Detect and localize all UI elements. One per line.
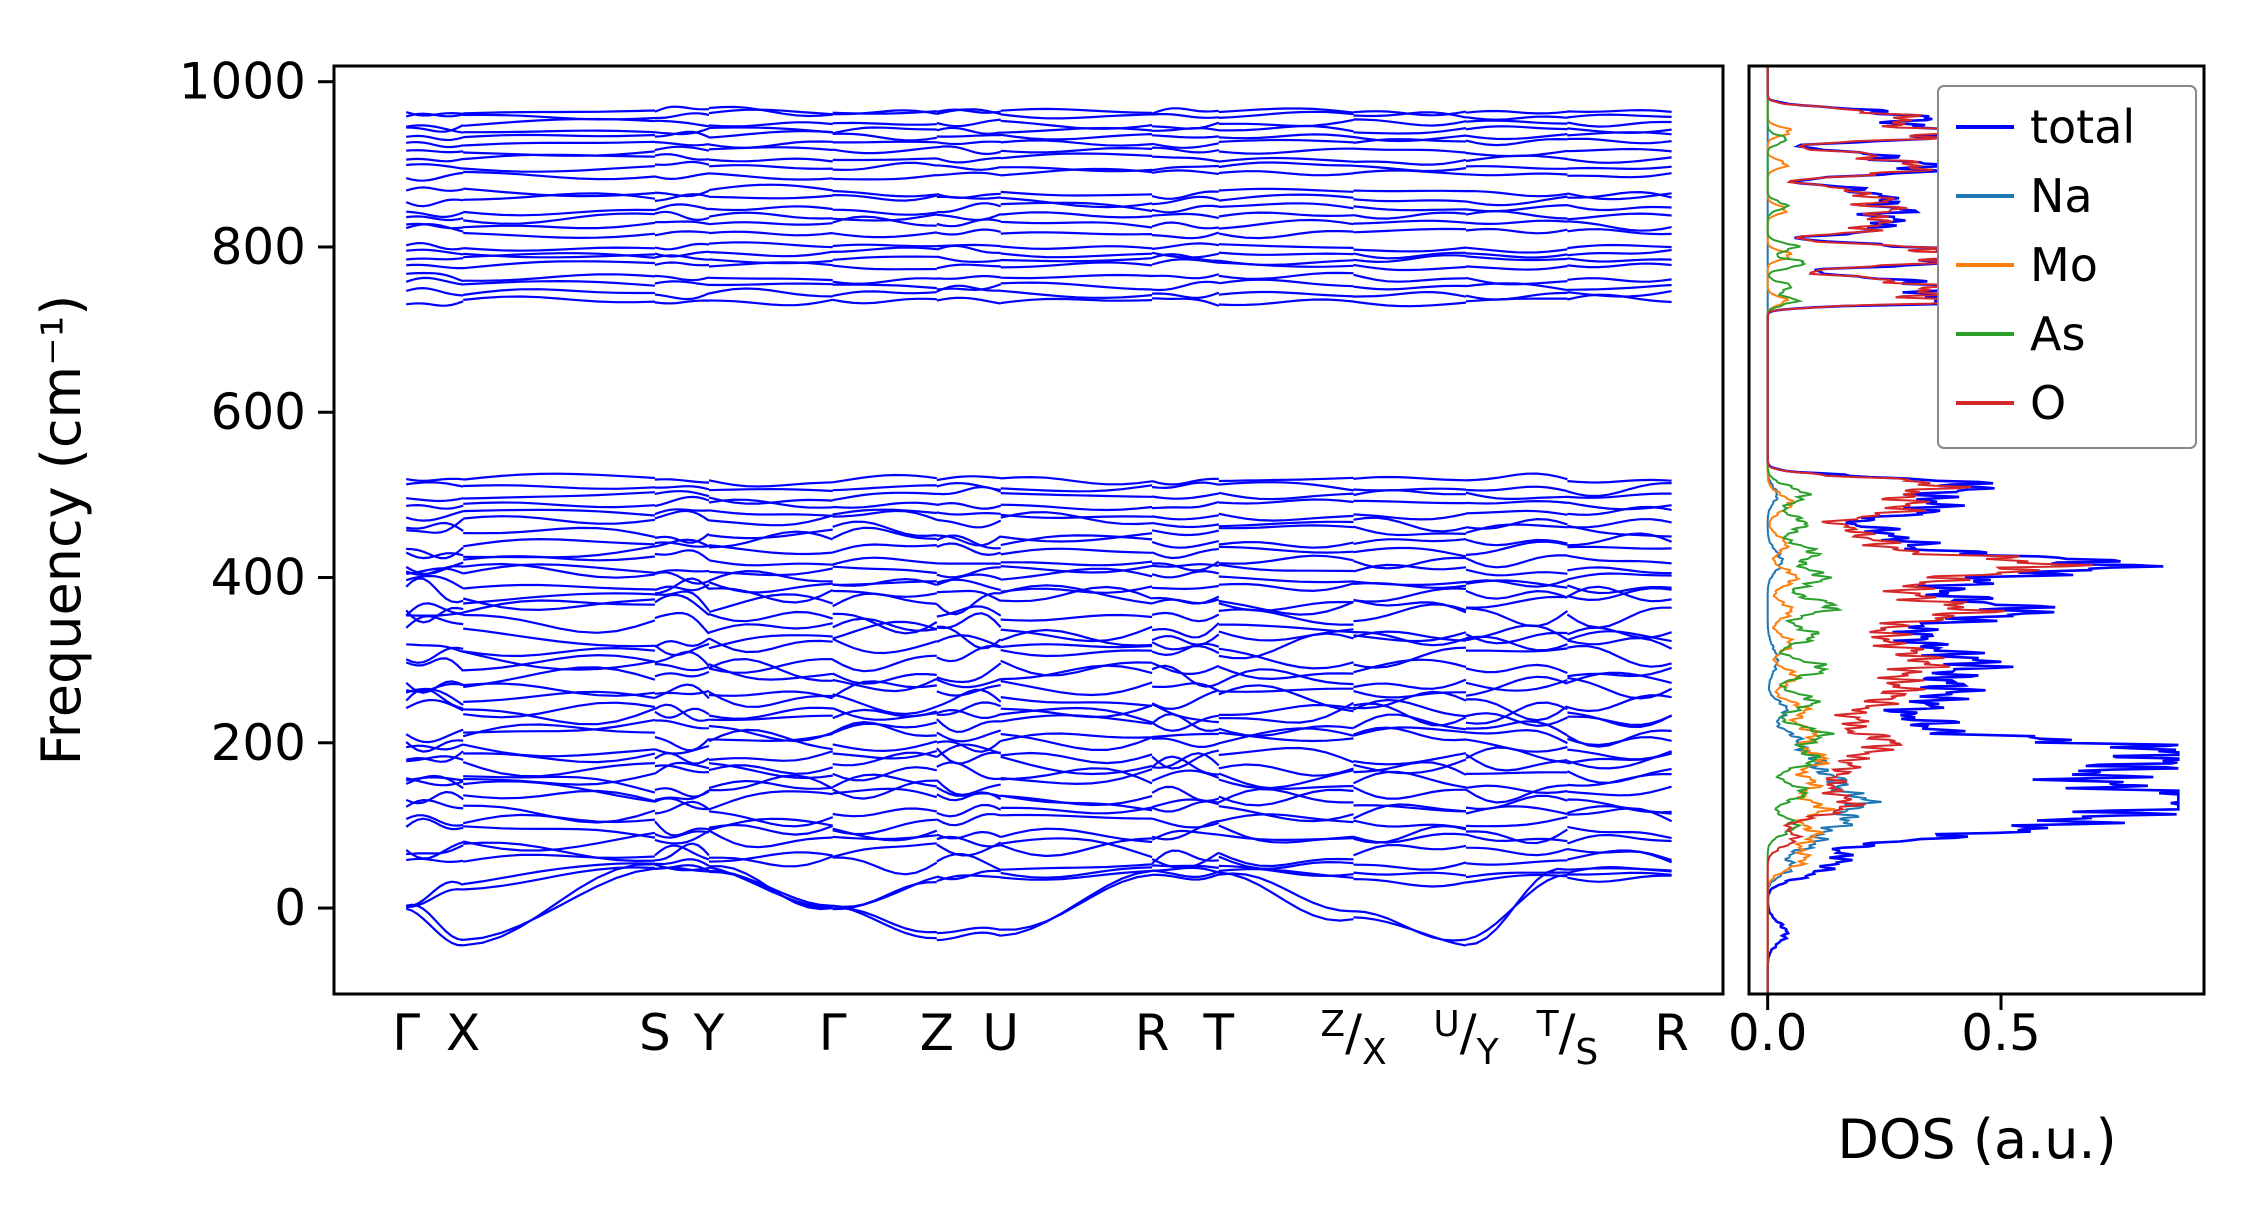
- dos-curve-total: [1766, 66, 2180, 994]
- phonon-band: [405, 798, 1672, 828]
- k-point-label: U: [982, 1004, 1019, 1062]
- phonon-band: [406, 746, 1672, 772]
- phonon-band: [406, 472, 1672, 488]
- phonon-band: [406, 244, 1672, 260]
- phonon-band: [405, 817, 1672, 845]
- y-tick-label: 800: [211, 218, 306, 276]
- phonon-bands-group: [405, 105, 1673, 947]
- phonon-band: [406, 210, 1672, 225]
- phonon-band: [405, 642, 1672, 674]
- phonon-band: [405, 222, 1672, 240]
- phonon-band: [405, 720, 1672, 753]
- kpoint-label-group: Γ X S Y Γ Z U R T Z/XU/YT/S R: [392, 1004, 1689, 1073]
- phonon-band: [406, 485, 1672, 505]
- k-point-label: X: [446, 1004, 480, 1062]
- legend-label-total: total: [2030, 100, 2135, 154]
- phonon-band: [405, 276, 1672, 292]
- k-point-label: T/S: [1536, 1004, 1599, 1073]
- k-point-label: Z: [920, 1004, 954, 1062]
- phonon-band: [406, 858, 1672, 911]
- phonon-band: [406, 481, 1672, 498]
- k-point-label: S: [639, 1004, 671, 1062]
- legend-group: total Na Mo As O: [1937, 85, 2197, 449]
- phonon-band: [405, 284, 1672, 301]
- phonon-band: [406, 124, 1672, 136]
- phonon-band: [406, 215, 1672, 232]
- phonon-band: [405, 167, 1672, 182]
- k-point-label: Z/X: [1320, 1004, 1386, 1073]
- phonon-band: [406, 837, 1672, 869]
- k-point-label: Γ: [819, 1004, 847, 1062]
- phonon-band: [406, 563, 1672, 588]
- y-tick-label: 1000: [179, 53, 306, 111]
- y-tick-label: 200: [211, 714, 306, 772]
- phonon-band: [406, 130, 1672, 143]
- y-tick-label: 0: [274, 879, 306, 937]
- phonon-band: [406, 201, 1672, 219]
- phonon-band: [406, 271, 1672, 286]
- legend-label-Na: Na: [2030, 169, 2093, 223]
- y-tick-label: 600: [211, 383, 306, 441]
- k-point-label: R: [1135, 1004, 1170, 1062]
- phonon-band: [406, 137, 1672, 149]
- band-axes-frame: [332, 64, 1725, 996]
- phonon-band: [405, 698, 1673, 732]
- phonon-band: [406, 743, 1672, 778]
- phonon-band: [405, 574, 1672, 595]
- phonon-band: [405, 829, 1672, 860]
- phonon-band: [406, 495, 1672, 512]
- phonon-band: [405, 687, 1673, 729]
- phonon-band: [406, 864, 1672, 909]
- k-point-label: R: [1654, 1004, 1689, 1062]
- frequency-axis-label: Frequency (cm⁻¹): [30, 295, 93, 766]
- dos-curve-As: [1766, 66, 1844, 994]
- dos-curve-O: [1766, 66, 2093, 994]
- dos-tick-label: 0.0: [1728, 1004, 1808, 1062]
- phonon-band: [406, 117, 1672, 133]
- dos-axis-label: DOS (a.u.): [1837, 1108, 2116, 1171]
- phonon-band: [406, 624, 1673, 660]
- phonon-band: [406, 509, 1672, 534]
- y-tick-group: 0 200 400 600 800 1000: [179, 53, 334, 937]
- dos-tick-label: 0.5: [1961, 1004, 2041, 1062]
- phonon-band: [406, 526, 1673, 560]
- legend-label-O: O: [2030, 376, 2066, 430]
- phonon-band: [406, 293, 1672, 308]
- k-point-label: T: [1203, 1004, 1235, 1062]
- k-point-label: Y: [693, 1004, 725, 1062]
- phonon-band: [405, 602, 1672, 645]
- phonon-band: [405, 183, 1672, 201]
- legend-label-Mo: Mo: [2030, 238, 2098, 292]
- phonon-band: [406, 160, 1672, 173]
- phonon-band: [406, 866, 1672, 942]
- k-point-label: U/Y: [1433, 1004, 1499, 1073]
- phonon-band: [405, 505, 1672, 522]
- dos-axes-frame: [1747, 64, 2206, 996]
- k-point-label: Γ: [392, 1004, 420, 1062]
- legend-box: [1937, 85, 2197, 449]
- phonon-band: [405, 105, 1672, 118]
- legend-label-As: As: [2030, 307, 2085, 361]
- y-tick-label: 400: [211, 549, 306, 607]
- dos-curve-Mo: [1766, 66, 1836, 994]
- phonon-band: [406, 258, 1672, 272]
- phonon-band: [406, 145, 1672, 158]
- dos-tick-group: 0.0 0.5: [1728, 994, 2041, 1062]
- phonon-band: [406, 520, 1672, 547]
- dos-curves-group: [1766, 66, 2180, 994]
- phonon-band: [405, 241, 1672, 254]
